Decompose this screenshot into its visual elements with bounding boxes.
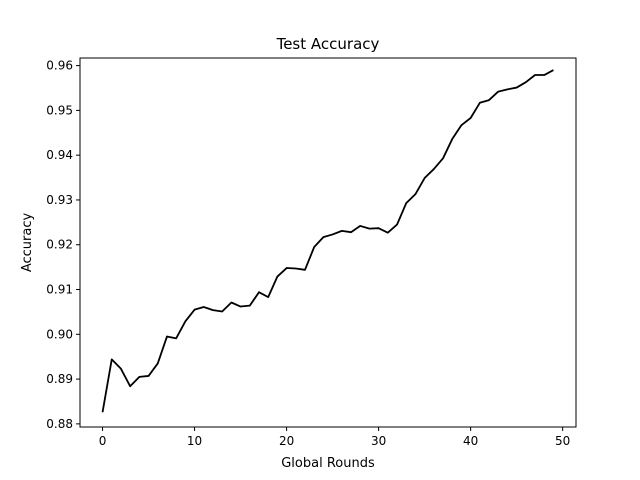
x-tick-label: 40 xyxy=(463,434,478,448)
y-tick-label: 0.89 xyxy=(46,372,73,386)
x-tick-label: 10 xyxy=(187,434,202,448)
series-line xyxy=(101,69,554,413)
x-tick-label: 50 xyxy=(555,434,570,448)
y-tick-label: 0.94 xyxy=(46,148,73,162)
x-tick-label: 20 xyxy=(279,434,294,448)
x-tick-label: 0 xyxy=(99,434,107,448)
x-tick-label: 30 xyxy=(371,434,386,448)
plot-area xyxy=(101,69,554,413)
y-tick-label: 0.95 xyxy=(46,103,73,117)
y-tick-label: 0.92 xyxy=(46,238,73,252)
y-tick-label: 0.93 xyxy=(46,193,73,207)
y-tick-label: 0.91 xyxy=(46,283,73,297)
axis-ticks: 0 10 20 30 40 50 0.88 0.89 0.90 0.91 0.92 0.93 0.94 0… xyxy=(46,59,570,448)
y-tick-label: 0.90 xyxy=(46,327,73,341)
y-axis-label: Accuracy xyxy=(20,213,35,273)
y-tick-label: 0.96 xyxy=(46,59,73,73)
chart-title: Test Accuracy xyxy=(276,35,380,53)
x-axis-label: Global Rounds xyxy=(281,456,375,471)
y-tick-label: 0.88 xyxy=(46,417,73,431)
axes-frame xyxy=(79,57,577,428)
